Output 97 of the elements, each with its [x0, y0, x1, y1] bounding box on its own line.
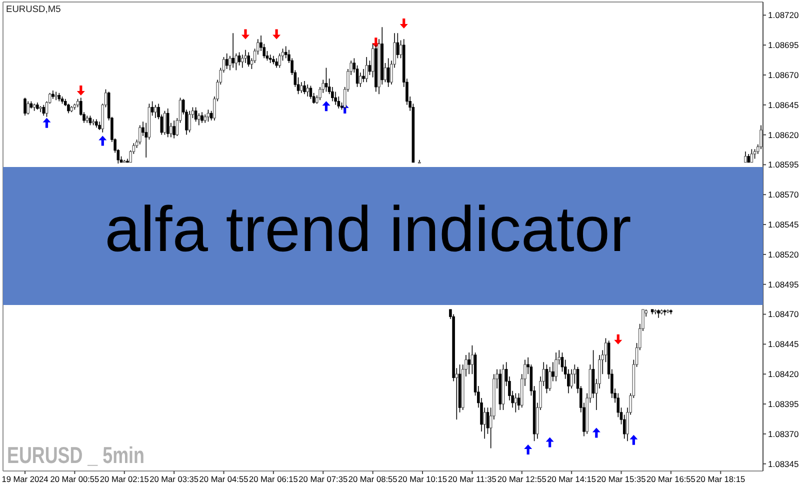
y-tick-label: 1.08520	[768, 249, 799, 260]
x-tick-label: 20 Mar 14:15	[547, 474, 596, 484]
x-tick-label: 20 Mar 15:35	[596, 474, 646, 484]
candlestick	[324, 67, 328, 92]
candlestick	[300, 82, 303, 94]
point	[614, 334, 622, 344]
x-tick-label: 20 Mar 02:15	[100, 474, 150, 484]
candlestick	[744, 151, 747, 163]
annotation: EURUSD _ 5min	[7, 442, 144, 469]
candlestick	[570, 368, 573, 389]
candlestick	[753, 148, 756, 160]
y-tick-label: 1.08595	[768, 160, 799, 170]
y-tick-label: 1.08720	[768, 10, 799, 20]
y-tick-label: 1.08570	[768, 190, 799, 200]
candlestick	[552, 362, 554, 382]
candlestick	[150, 100, 154, 116]
y-tick-label: 1.08670	[768, 70, 799, 80]
candlestick	[54, 91, 58, 101]
chart-title: EURUSD,M5	[6, 4, 61, 14]
candlestick	[303, 80, 306, 95]
candlestick	[750, 148, 754, 163]
candlestick	[166, 108, 170, 138]
candlestick	[144, 122, 148, 158]
candlestick	[88, 115, 92, 126]
x-tick-label: 20 Mar 10:15	[398, 474, 448, 484]
point	[322, 101, 330, 112]
candlestick	[232, 32, 234, 68]
point	[546, 437, 554, 448]
candlestick	[365, 56, 368, 83]
point	[98, 136, 107, 146]
y-tick-label: 1.08445	[768, 339, 799, 350]
candlestick	[396, 32, 400, 59]
candlestick	[517, 392, 520, 410]
candlestick	[654, 309, 657, 315]
x-tick-label: 20 Mar 18:15	[696, 474, 746, 484]
candlestick	[306, 84, 309, 97]
candlestick	[200, 112, 204, 124]
candlestick	[545, 364, 548, 394]
y-tick-label: 1.08420	[768, 369, 799, 380]
x-tick-label: 20 Mar 16:55	[646, 474, 696, 484]
point	[630, 434, 638, 445]
candlestick	[334, 91, 337, 106]
candlestick	[225, 53, 228, 70]
candlestick	[67, 103, 70, 114]
candlestick	[275, 58, 278, 68]
candlestick	[172, 120, 176, 139]
x-tick-label: 19 Mar 2024	[2, 474, 49, 484]
candlestick	[188, 110, 191, 133]
candlestick	[194, 106, 198, 122]
candlestick	[138, 124, 142, 145]
candlestick	[362, 68, 365, 83]
y-tick-label: 1.08695	[768, 40, 799, 50]
y-tick-label: 1.08395	[768, 398, 799, 409]
candlestick	[670, 309, 672, 315]
candlestick	[760, 124, 762, 150]
y-tick-label: 1.08470	[768, 309, 799, 320]
y-tick-label: 1.08620	[768, 130, 799, 140]
point	[272, 29, 281, 40]
candlestick	[468, 352, 470, 374]
candlestick	[154, 104, 157, 118]
point	[592, 428, 600, 438]
x-tick-label: 20 Mar 12:55	[497, 474, 547, 484]
candlestick	[42, 104, 46, 116]
x-tick-label: 20 Mar 08:55	[348, 474, 398, 484]
y-tick-label: 1.08345	[768, 458, 799, 469]
candlestick	[359, 72, 362, 88]
point	[42, 118, 51, 128]
candlestick	[126, 158, 129, 163]
point	[400, 18, 408, 29]
x-tick-label: 20 Mar 07:35	[298, 474, 348, 484]
point	[76, 86, 85, 96]
candlestick	[210, 110, 213, 121]
candlestick	[554, 352, 558, 382]
x-tick-label: 20 Mar 06:15	[248, 474, 298, 484]
point	[241, 29, 250, 40]
x-tick-label: 20 Mar 00:55	[50, 474, 100, 484]
candlestick	[386, 58, 390, 88]
y-tick-label: 1.08645	[768, 100, 799, 110]
y-tick-label: 1.08370	[768, 428, 799, 439]
point	[524, 444, 532, 454]
candlestick	[26, 100, 30, 115]
candlestick	[368, 60, 372, 76]
x-tick-label: 20 Mar 11:35	[448, 474, 497, 484]
candlestick	[284, 46, 288, 59]
candlestick	[238, 52, 241, 66]
candlestick	[309, 85, 312, 100]
candlestick	[247, 52, 250, 68]
y-tick-label: 1.08545	[768, 220, 799, 230]
x-tick-label: 20 Mar 04:55	[199, 474, 249, 484]
candlestick	[514, 392, 518, 413]
candlestick	[418, 160, 421, 164]
candlestick	[24, 97, 26, 116]
annotation: alfa trend indicator	[104, 193, 632, 265]
candlestick	[240, 54, 244, 68]
x-tick-label: 20 Mar 03:35	[150, 474, 199, 484]
y-tick-label: 1.08495	[768, 279, 799, 290]
candlestick	[198, 112, 200, 126]
